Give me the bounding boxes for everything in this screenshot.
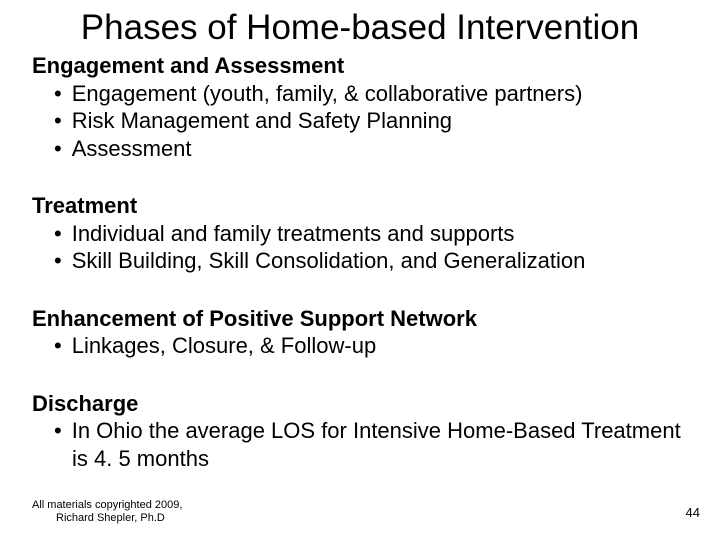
section-engagement: Engagement and Assessment Engagement (yo… [32, 52, 688, 162]
bullet-list: Linkages, Closure, & Follow-up [32, 332, 688, 360]
list-item: Risk Management and Safety Planning [32, 107, 688, 135]
bullet-list: Individual and family treatments and sup… [32, 220, 688, 275]
section-heading: Treatment [32, 192, 688, 220]
section-treatment: Treatment Individual and family treatmen… [32, 192, 688, 275]
section-enhancement: Enhancement of Positive Support Network … [32, 305, 688, 360]
page-number: 44 [686, 505, 700, 520]
slide-title: Phases of Home-based Intervention [32, 8, 688, 48]
section-heading: Engagement and Assessment [32, 52, 688, 80]
list-item: Skill Building, Skill Consolidation, and… [32, 247, 688, 275]
bullet-list: In Ohio the average LOS for Intensive Ho… [32, 417, 688, 472]
footer-line: Richard Shepler, Ph.D [32, 512, 182, 526]
section-heading: Enhancement of Positive Support Network [32, 305, 688, 333]
list-item: In Ohio the average LOS for Intensive Ho… [32, 417, 688, 472]
slide-container: Phases of Home-based Intervention Engage… [0, 0, 720, 540]
section-heading: Discharge [32, 390, 688, 418]
bullet-list: Engagement (youth, family, & collaborati… [32, 80, 688, 163]
list-item: Individual and family treatments and sup… [32, 220, 688, 248]
section-discharge: Discharge In Ohio the average LOS for In… [32, 390, 688, 473]
copyright-footer: All materials copyrighted 2009, Richard … [32, 499, 182, 527]
list-item: Engagement (youth, family, & collaborati… [32, 80, 688, 108]
footer-line: All materials copyrighted 2009, [32, 499, 182, 513]
list-item: Linkages, Closure, & Follow-up [32, 332, 688, 360]
list-item: Assessment [32, 135, 688, 163]
